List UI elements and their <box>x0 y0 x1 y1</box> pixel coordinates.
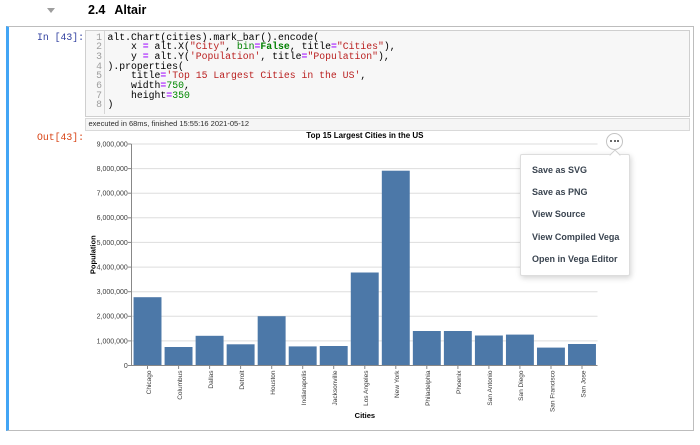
svg-text:San Diego: San Diego <box>518 370 525 401</box>
svg-text:Los Angeles: Los Angeles <box>363 370 370 406</box>
svg-text:Top 15 Largest Cities in the U: Top 15 Largest Cities in the US <box>306 131 424 140</box>
svg-text:San Jose: San Jose <box>580 370 587 397</box>
svg-text:Philadelphia: Philadelphia <box>425 370 432 406</box>
svg-text:Detroit: Detroit <box>239 370 246 389</box>
svg-text:Jacksonville: Jacksonville <box>332 370 339 405</box>
svg-text:5,000,000: 5,000,000 <box>97 240 128 247</box>
svg-text:Population: Population <box>89 235 98 274</box>
svg-text:San Francisco: San Francisco <box>549 370 556 412</box>
svg-text:Cities: Cities <box>355 411 375 420</box>
svg-text:New York: New York <box>394 370 401 398</box>
svg-text:Columbus: Columbus <box>177 370 184 400</box>
svg-text:Indianapolis: Indianapolis <box>301 370 308 405</box>
svg-text:4,000,000: 4,000,000 <box>97 265 128 272</box>
svg-text:0: 0 <box>124 363 128 370</box>
svg-text:6,000,000: 6,000,000 <box>97 215 128 222</box>
svg-text:Dallas: Dallas <box>208 370 215 389</box>
svg-text:1,000,000: 1,000,000 <box>97 338 128 345</box>
svg-text:San Antonio: San Antonio <box>487 370 494 405</box>
svg-text:Chicago: Chicago <box>146 370 153 394</box>
svg-text:Phoenix: Phoenix <box>456 370 463 394</box>
svg-text:9,000,000: 9,000,000 <box>97 141 128 148</box>
svg-text:7,000,000: 7,000,000 <box>97 191 128 198</box>
svg-text:Houston: Houston <box>270 370 277 395</box>
svg-text:2,000,000: 2,000,000 <box>97 314 128 321</box>
svg-text:3,000,000: 3,000,000 <box>97 289 128 296</box>
svg-text:8,000,000: 8,000,000 <box>97 166 128 173</box>
